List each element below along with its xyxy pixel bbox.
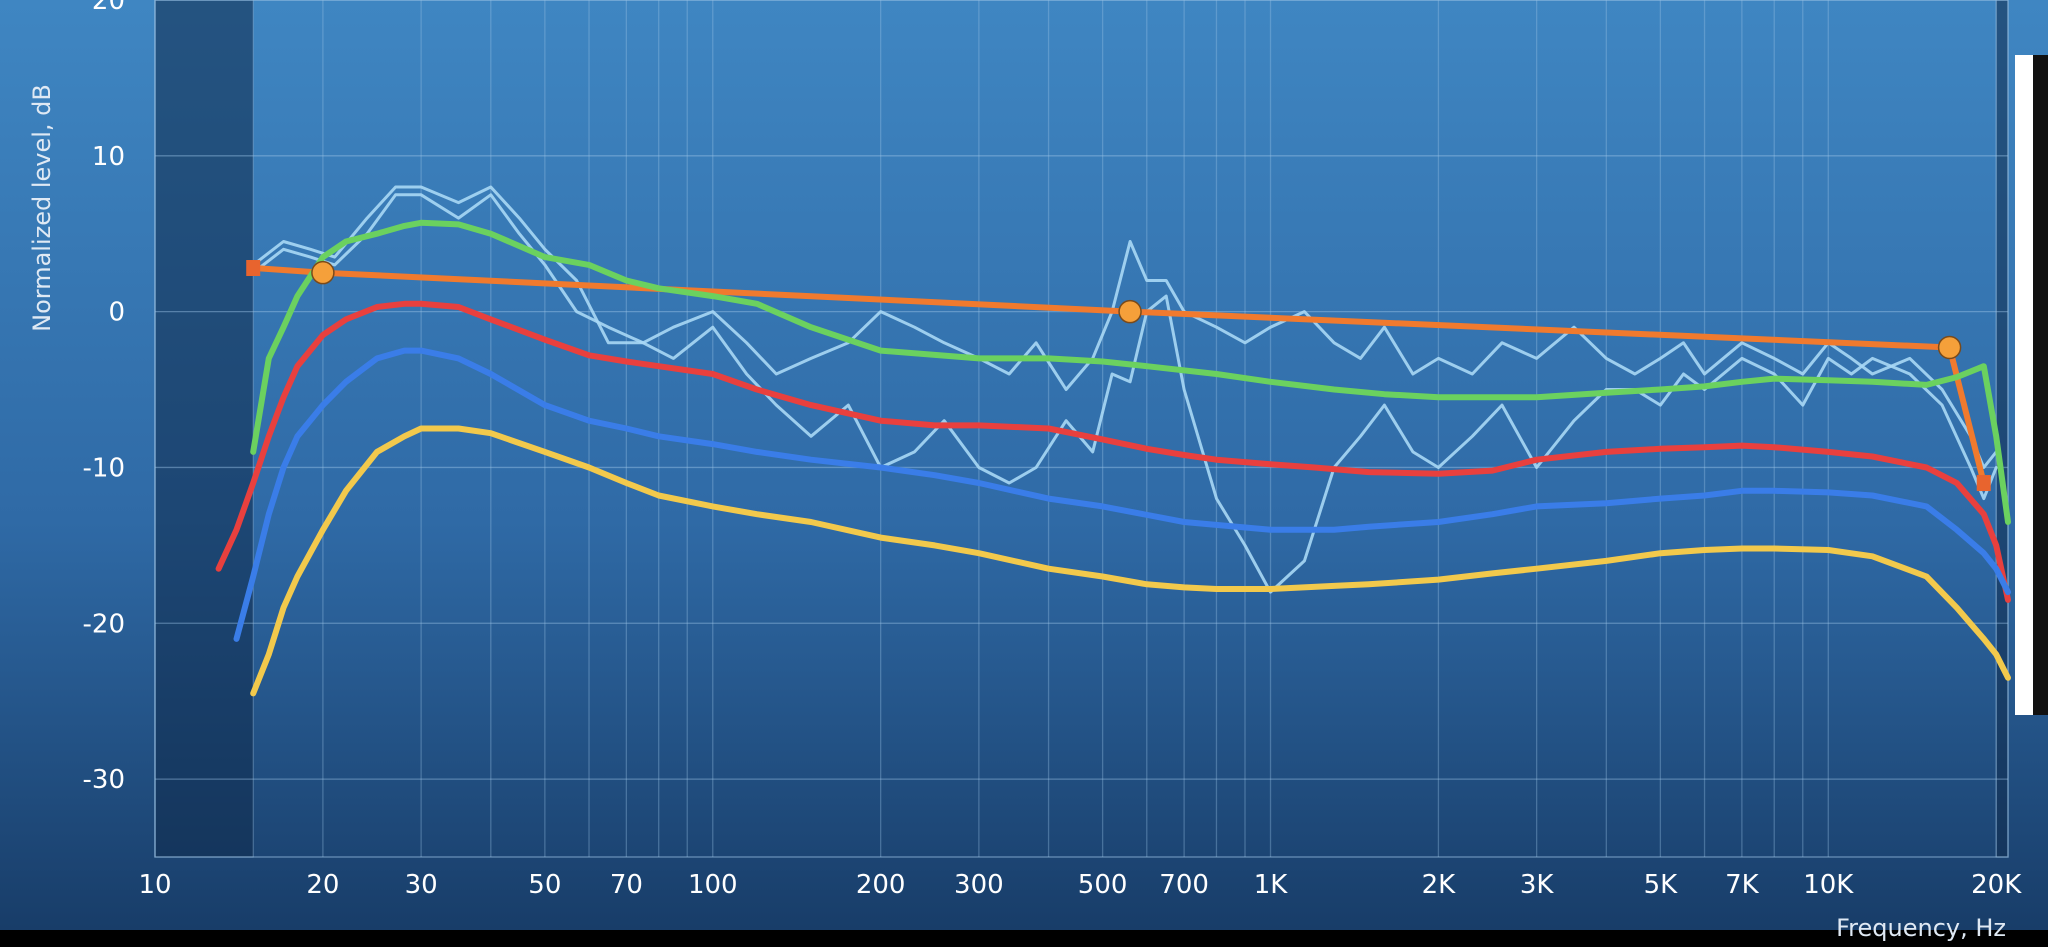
x-tick-label: 300 [954,870,1004,900]
x-tick-label: 2K [1422,870,1457,900]
series-line-4 [215,300,2011,603]
series-line-5 [233,347,2011,642]
marker-square-3 [246,260,261,277]
x-tick-label: 500 [1078,870,1128,900]
x-tick-label: 10 [138,870,171,900]
bottom-black-bar [0,930,2048,947]
marker-square-4 [1976,475,1991,492]
x-tick-label: 30 [405,870,438,900]
y-axis-title: Normalized level, dB [28,84,56,332]
x-tick-label: 200 [856,870,906,900]
y-tick-label: -30 [83,765,125,795]
series-line-1 [251,193,1998,469]
x-tick-label: 1K [1254,870,1289,900]
y-tick-label: -20 [83,609,125,639]
x-tick-label: 7K [1725,870,1760,900]
x-tick-label: 100 [688,870,738,900]
series-line-6 [250,425,2011,697]
y-tick-label: 0 [108,298,125,328]
marker-point-2 [1937,335,1962,360]
x-tick-label: 70 [610,870,643,900]
x-tick-label: 5K [1644,870,1679,900]
x-tick-label: 3K [1520,870,1555,900]
shaded-range-1 [1995,0,2009,858]
shaded-range-0 [154,0,254,858]
y-tick-label: 20 [92,0,125,16]
x-tick-label: 20 [306,870,339,900]
marker-point-0 [311,260,335,285]
plot-border [154,0,2009,858]
marker-point-1 [1118,299,1142,324]
right-edge-panel-dark [2033,55,2048,715]
x-tick-label: 20K [1971,870,2022,900]
series-line-0 [251,185,1998,594]
y-tick-label: 10 [92,142,125,172]
series-line-3 [250,219,2011,525]
y-tick-label: -10 [83,453,125,483]
x-axis-title: Frequency, Hz [1836,914,2006,942]
x-tick-label: 50 [528,870,561,900]
x-tick-label: 700 [1159,870,1209,900]
x-tick-label: 10K [1803,870,1854,900]
